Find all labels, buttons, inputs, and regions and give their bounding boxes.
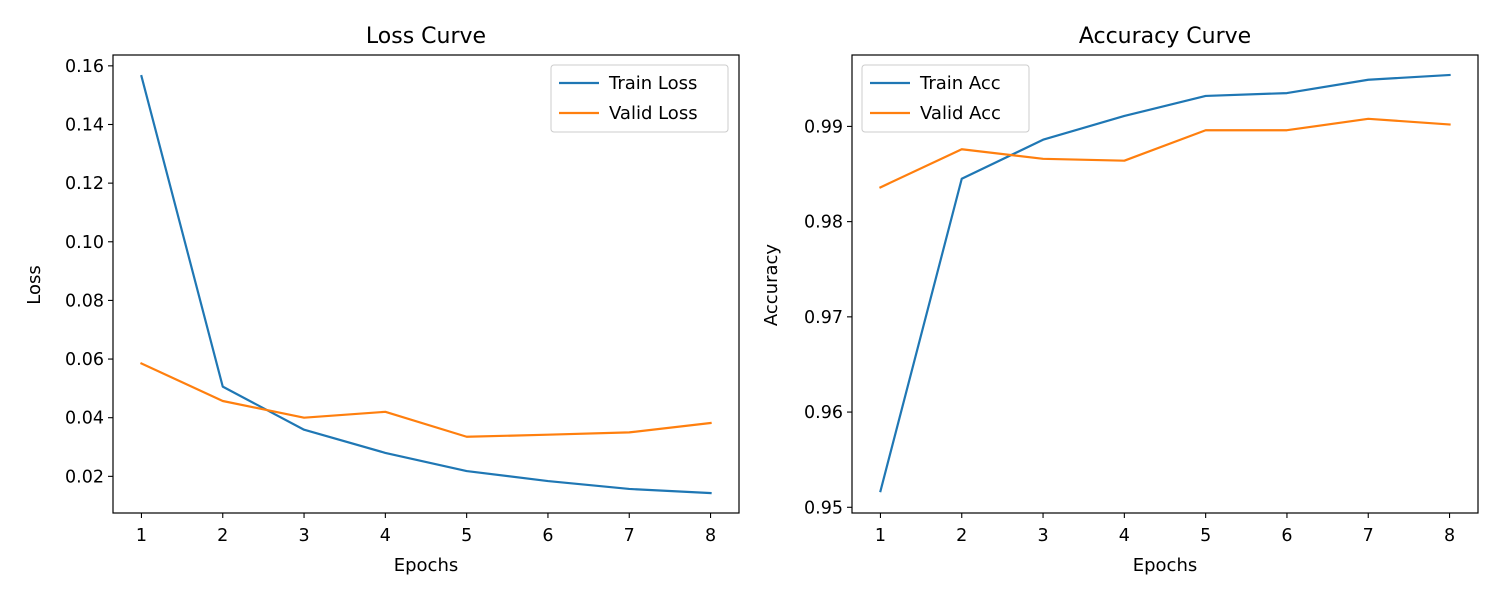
legend-label: Valid Loss (609, 103, 698, 124)
y-tick-label: 0.99 (804, 117, 843, 137)
x-tick-label: 8 (1444, 526, 1455, 546)
x-tick-label: 1 (136, 526, 147, 546)
series-line-train-acc (879, 73, 1451, 493)
y-tick-label: 0.16 (65, 57, 104, 77)
x-tick-label: 5 (461, 526, 472, 546)
x-tick-label: 5 (1200, 526, 1211, 546)
y-tick-label: 0.95 (804, 498, 843, 518)
chart-title: Accuracy Curve (1079, 24, 1251, 49)
axes-frame (851, 54, 1479, 514)
plot-area: 1 2 3 4 5 6 7 8 0.02 0.04 0.06 0.08 0.10 0.12 0.14 0.16… (65, 54, 740, 546)
x-axis-label: Epochs (394, 555, 459, 576)
series-line-train-loss (140, 74, 712, 495)
x-tick-label: 4 (380, 526, 391, 546)
legend-box (550, 64, 729, 133)
accuracy-chart: Accuracy Curve Epochs Accuracy 1 2 3 4 5 6 7 8 0… (761, 24, 1479, 576)
x-tick-label: 6 (542, 526, 553, 546)
y-tick-label: 0.06 (65, 350, 104, 370)
axes-frame (112, 54, 740, 514)
loss-chart: Loss Curve Epochs Loss 1 2 3 4 5 6 7 8 0.02 0.04 0… (24, 24, 740, 576)
x-tick-label: 2 (956, 526, 967, 546)
x-axis-label: Epochs (1133, 555, 1198, 576)
y-tick-label: 0.14 (65, 115, 104, 135)
series-line-valid-loss (139, 362, 712, 438)
y-tick-label: 0.02 (65, 467, 104, 487)
chart-title: Loss Curve (366, 24, 486, 49)
x-tick-label: 3 (1037, 526, 1048, 546)
y-tick-label: 0.04 (65, 409, 104, 429)
y-tick-label: 0.10 (65, 233, 104, 253)
plot-area: 1 2 3 4 5 6 7 8 0.95 0.96 0.97 0.98 0.99 Train Acc Val… (804, 54, 1479, 546)
y-axis-label: Loss (24, 265, 45, 304)
legend-box (861, 64, 1030, 133)
legend-label: Train Acc (919, 73, 1001, 94)
series-line-valid-acc (878, 117, 1451, 189)
legend: Train Acc Valid Acc (861, 64, 1030, 133)
x-tick-label: 3 (298, 526, 309, 546)
y-tick-label: 0.97 (804, 308, 843, 328)
y-axis-label: Accuracy (761, 244, 782, 327)
x-tick-label: 7 (1363, 526, 1374, 546)
y-tick-label: 0.08 (65, 291, 104, 311)
legend-label: Valid Acc (920, 103, 1001, 124)
y-tick-label: 0.12 (65, 174, 104, 194)
y-tick-label: 0.98 (804, 213, 843, 233)
x-tick-label: 6 (1281, 526, 1292, 546)
x-tick-label: 4 (1119, 526, 1130, 546)
legend: Train Loss Valid Loss (550, 64, 729, 133)
x-tick-label: 1 (875, 526, 886, 546)
y-tick-label: 0.96 (804, 403, 843, 423)
x-tick-label: 2 (217, 526, 228, 546)
x-tick-label: 7 (624, 526, 635, 546)
x-tick-label: 8 (705, 526, 716, 546)
legend-label: Train Loss (608, 73, 697, 94)
